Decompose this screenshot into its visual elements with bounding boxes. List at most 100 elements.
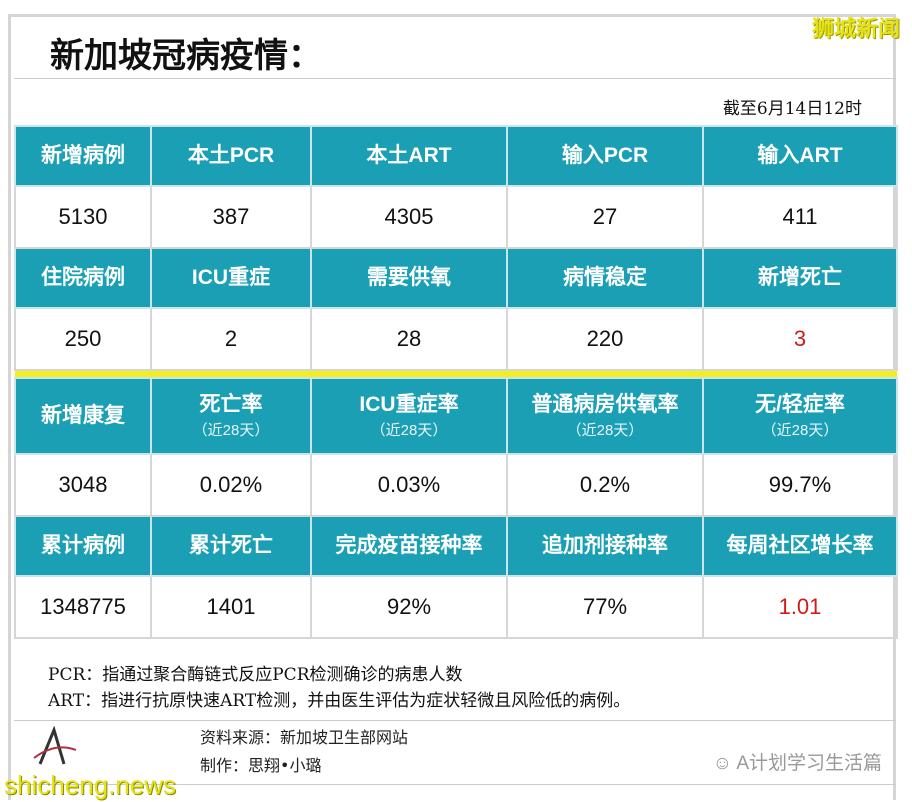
cell-text: 普通病房供氧率 — [531, 393, 679, 416]
cell-text: 需要供氧 — [367, 266, 451, 289]
cell-text: 新增死亡 — [758, 266, 842, 289]
data-row: 1348775 1401 92% 77% 1.01 — [14, 575, 898, 639]
value-cell: 0.2% — [506, 453, 704, 517]
data-row: 3048 0.02% 0.03% 0.2% 99.7% — [14, 453, 898, 517]
value-cell: 411 — [702, 185, 898, 249]
header-cell: 完成疫苗接种率 — [310, 515, 508, 577]
header-row: 住院病例 ICU重症 需要供氧 病情稳定 新增死亡 — [14, 247, 898, 309]
value-cell: 92% — [310, 575, 508, 639]
separator-bar — [15, 370, 897, 378]
value-cell: 77% — [506, 575, 704, 639]
header-cell: 无/轻症率 （近28天） — [702, 377, 898, 455]
notes: PCR：指通过聚合酶链式反应PCR检测确诊的病患人数 ART：指进行抗原快速AR… — [48, 662, 630, 714]
value-cell: 28 — [310, 307, 508, 371]
cell-text: 411 — [782, 204, 818, 229]
header-cell: ICU重症 — [150, 247, 312, 309]
cell-text: 住院病例 — [41, 266, 125, 289]
cell-text: 输入PCR — [561, 144, 649, 167]
note-pcr: PCR：指通过聚合酶链式反应PCR检测确诊的病患人数 — [48, 665, 463, 685]
header-row: 累计病例 累计死亡 完成疫苗接种率 追加剂接种率 每周社区增长率 — [14, 515, 898, 577]
data-row: 250 2 28 220 3 — [14, 307, 898, 371]
cell-text: 追加剂接种率 — [542, 534, 668, 557]
header-cell: 输入ART — [702, 125, 898, 187]
wechat-account: ☺ A计划学习生活篇 — [713, 752, 882, 776]
cell-text: 77% — [582, 594, 628, 619]
value-cell: 0.02% — [150, 453, 312, 517]
cell-text: 2 — [224, 326, 238, 351]
as-of-date: 截至6月14日12时 — [722, 99, 862, 119]
header-cell: 需要供氧 — [310, 247, 508, 309]
cell-text: 死亡率 — [199, 393, 263, 416]
value-cell: 0.03% — [310, 453, 508, 517]
cell-text: 3048 — [58, 472, 108, 497]
publisher-logo-icon — [33, 726, 77, 765]
header-cell: 病情稳定 — [506, 247, 704, 309]
value-cell: 2 — [150, 307, 312, 371]
header-row: 新增病例 本土PCR 本土ART 输入PCR 输入ART — [14, 125, 898, 187]
divider — [14, 78, 896, 79]
stats-table: 新增病例 本土PCR 本土ART 输入PCR 输入ART 5130 387 4305 27 411… — [14, 125, 898, 639]
header-cell: 累计死亡 — [150, 515, 312, 577]
cell-subtext: （近28天） — [192, 422, 270, 439]
source-text: 资料来源：新加坡卫生部网站 — [200, 728, 409, 747]
cell-text: 完成疫苗接种率 — [335, 534, 483, 557]
cell-text: 1401 — [206, 594, 256, 619]
header-cell: 追加剂接种率 — [506, 515, 704, 577]
cell-text: 3 — [793, 326, 807, 351]
note-art: ART：指进行抗原快速ART检测，并由医生评估为症状轻微且风险低的病例。 — [48, 691, 631, 711]
header-cell: 输入PCR — [506, 125, 704, 187]
value-cell: 1.01 — [702, 575, 898, 639]
cell-text: 250 — [64, 326, 102, 351]
header-row: 新增康复 死亡率 （近28天） ICU重症率 （近28天） 普通病房供氧率 （近28天） 无/… — [14, 377, 898, 455]
header-cell: 本土PCR — [150, 125, 312, 187]
header-cell: 新增死亡 — [702, 247, 898, 309]
value-cell: 1348775 — [14, 575, 152, 639]
value-cell: 3 — [702, 307, 898, 371]
cell-text: 病情稳定 — [563, 266, 647, 289]
credits: 资料来源：新加坡卫生部网站 制作：思翔•小璐 — [200, 724, 408, 780]
cell-text: 1348775 — [40, 594, 126, 619]
cell-text: 0.03% — [377, 472, 441, 497]
value-cell: 387 — [150, 185, 312, 249]
author-text: 制作：思翔•小璐 — [200, 756, 322, 775]
cell-text: 累计病例 — [41, 534, 125, 557]
header-cell: 每周社区增长率 — [702, 515, 898, 577]
header-cell: 本土ART — [310, 125, 508, 187]
data-row: 5130 387 4305 27 411 — [14, 185, 898, 249]
cell-text: 本土PCR — [187, 144, 275, 167]
value-cell: 5130 — [14, 185, 152, 249]
wechat-icon: ☺ — [712, 753, 737, 774]
cell-text: ICU重症 — [191, 266, 271, 289]
header-cell: 住院病例 — [14, 247, 152, 309]
cell-text: 累计死亡 — [189, 534, 273, 557]
cell-text: 27 — [592, 204, 618, 229]
value-cell: 99.7% — [702, 453, 898, 517]
cell-text: 输入ART — [757, 144, 843, 167]
cell-text: 本土ART — [366, 144, 452, 167]
wechat-name: A计划学习生活篇 — [736, 753, 882, 774]
header-cell: 新增病例 — [14, 125, 152, 187]
cell-subtext: （近28天） — [761, 422, 839, 439]
cell-text: 28 — [396, 326, 422, 351]
cell-subtext: （近28天） — [566, 422, 644, 439]
value-cell: 4305 — [310, 185, 508, 249]
cell-text: 5130 — [58, 204, 108, 229]
cell-text: 0.2% — [579, 472, 631, 497]
header-cell: ICU重症率 （近28天） — [310, 377, 508, 455]
cell-text: ICU重症率 — [359, 393, 459, 416]
cell-text: 新增康复 — [41, 404, 125, 427]
cell-text: 每周社区增长率 — [726, 534, 874, 557]
cell-text: 1.01 — [778, 594, 822, 619]
cell-text: 新增病例 — [41, 144, 125, 167]
cell-text: 99.7% — [768, 472, 832, 497]
cell-text: 4305 — [384, 204, 434, 229]
cell-text: 无/轻症率 — [755, 393, 845, 416]
header-cell: 普通病房供氧率 （近28天） — [506, 377, 704, 455]
separator-row — [15, 370, 897, 378]
cell-text: 220 — [586, 326, 624, 351]
divider — [14, 784, 896, 785]
value-cell: 3048 — [14, 453, 152, 517]
header-cell: 新增康复 — [14, 377, 152, 455]
brand-logo: 狮城新闻 — [811, 16, 900, 41]
value-cell: 220 — [506, 307, 704, 371]
